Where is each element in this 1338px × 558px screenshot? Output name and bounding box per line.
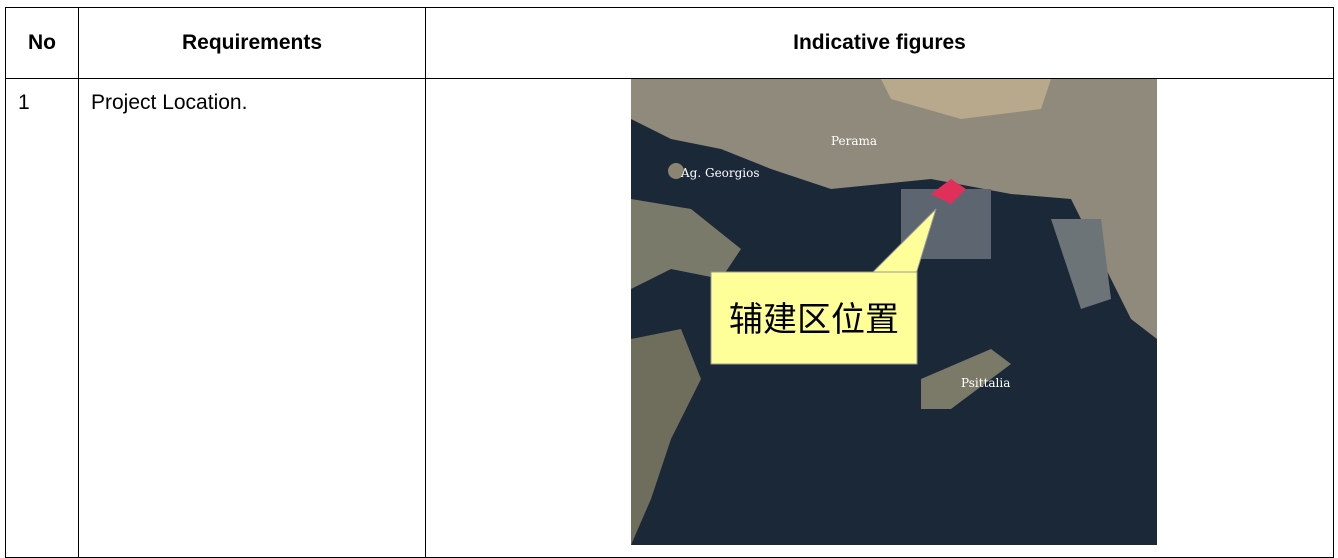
land-north bbox=[631, 79, 1157, 339]
body-cell: 1 bbox=[5, 78, 79, 558]
satellite-image: 辅建区位置 Perama Ag. Georgios Psittalia bbox=[631, 79, 1157, 545]
page: No Requirements Indicative figures 1 Pro… bbox=[5, 7, 1334, 558]
body-cell: Project Location. bbox=[78, 78, 426, 558]
land-southwest bbox=[631, 329, 701, 545]
place-label: Psittalia bbox=[961, 376, 1010, 390]
island bbox=[921, 349, 1011, 409]
hills bbox=[881, 79, 1051, 119]
land-west bbox=[631, 199, 741, 289]
callout-box bbox=[710, 271, 918, 365]
figure-cell: 辅建区位置 Perama Ag. Georgios Psittalia bbox=[425, 78, 1334, 558]
header-cell: Indicative figures bbox=[425, 7, 1334, 79]
header-cell: No bbox=[5, 7, 79, 79]
place-label: Perama bbox=[831, 134, 877, 148]
callout-text: 辅建区位置 bbox=[729, 300, 899, 340]
pier bbox=[1051, 219, 1111, 309]
place-label: Ag. Georgios bbox=[680, 166, 760, 180]
header-cell: Requirements bbox=[78, 7, 426, 79]
site-marker bbox=[931, 179, 966, 204]
islet bbox=[668, 163, 684, 179]
